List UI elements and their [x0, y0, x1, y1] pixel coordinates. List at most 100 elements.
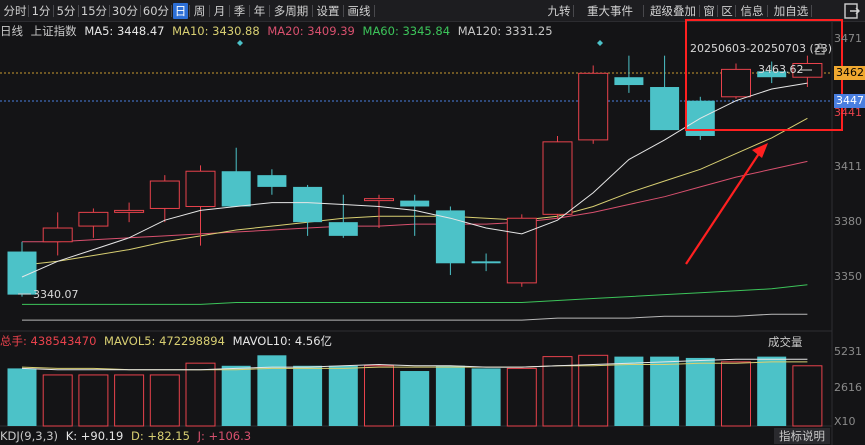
candle-body — [149, 180, 180, 209]
candle-body — [721, 68, 751, 98]
price-tick-label: 3380 — [834, 215, 862, 228]
price-tick-label: 3471 — [834, 32, 862, 45]
toolbar-separator — [189, 5, 190, 17]
ma120-label: MA120: 3331.25 — [457, 24, 553, 38]
volume-bar — [542, 356, 573, 427]
kdj-legend: KDJ(9,3,3) K: +90.19 D: +82.15 J: +106.3 — [0, 429, 255, 444]
candle-body — [185, 170, 216, 207]
period-button[interactable]: 分时 — [3, 4, 27, 18]
volume-bar — [293, 365, 323, 426]
volume-bar — [578, 354, 609, 427]
toolbar-separator — [343, 5, 344, 17]
volume-bar — [614, 356, 644, 426]
candle-body — [114, 209, 145, 213]
candle-body — [293, 186, 323, 223]
candle-body — [506, 217, 537, 284]
period-button[interactable]: 画线 — [347, 4, 371, 18]
volume-bar — [114, 374, 145, 427]
toolbar-button[interactable]: 超级叠加 — [650, 4, 696, 18]
toolbar-separator — [109, 5, 110, 17]
toolbar-separator — [28, 5, 29, 17]
period-button[interactable]: 月 — [213, 4, 226, 18]
period-button[interactable]: 季 — [233, 4, 246, 18]
toolbar-separator — [643, 5, 644, 17]
ma5-line — [21, 82, 808, 278]
candle-body — [578, 72, 609, 141]
kdj-d: D: +82.15 — [130, 429, 190, 443]
lock-icon[interactable] — [815, 43, 825, 55]
period-button[interactable]: 15分 — [80, 4, 108, 18]
ma-legend: 日线 上证指数 MA5: 3448.47 MA10: 3430.88 MA20:… — [0, 23, 557, 39]
ma60-line — [22, 284, 808, 305]
candle-body — [435, 210, 465, 264]
candle-body — [400, 200, 430, 207]
volume-tick-label: X10 — [834, 415, 856, 428]
mavol5-line — [21, 358, 808, 371]
exit-icon[interactable] — [843, 2, 861, 20]
candle-body — [542, 141, 573, 215]
kdj-name: KDJ(9,3,3) — [0, 429, 59, 443]
volume-bar — [221, 365, 251, 426]
candle-body — [650, 87, 680, 131]
volume-bar — [435, 365, 465, 426]
volume-mode-selector[interactable]: 成交量 — [768, 335, 803, 349]
period-button[interactable]: 30分 — [111, 4, 139, 18]
toolbar-separator — [78, 5, 79, 17]
volume-bar — [328, 365, 358, 426]
event-marker-icon — [237, 40, 243, 46]
volume-bar — [149, 374, 180, 427]
toolbar-separator — [249, 5, 250, 17]
high-price-marker: 3463.62 — [758, 63, 804, 76]
toolbar-separator — [53, 5, 54, 17]
volume-total: 总手: 438543470 — [0, 334, 97, 348]
toolbar-button[interactable]: 信息 — [740, 4, 764, 18]
volume-bar — [685, 357, 715, 426]
price-tag-upper: 3462 — [834, 66, 865, 80]
toolbar-button[interactable]: 区 — [721, 4, 733, 18]
period-label: 日线 — [0, 24, 23, 38]
toolbar-separator — [811, 5, 812, 17]
ma10-label: MA10: 3430.88 — [172, 24, 260, 38]
kdj-k: K: +90.19 — [65, 429, 124, 443]
indicator-help-button[interactable]: 指标说明 — [774, 428, 830, 444]
period-button[interactable]: 5分 — [56, 4, 76, 18]
ma10-line — [21, 117, 808, 266]
volume-bar — [7, 368, 37, 426]
candle-body — [364, 198, 394, 202]
toolbar-separator — [140, 5, 141, 17]
event-marker-icon — [597, 40, 603, 46]
toolbar-button[interactable]: 重大事件 — [587, 4, 633, 18]
toolbar-separator — [717, 5, 718, 17]
period-button[interactable]: 设置 — [316, 4, 340, 18]
price-tick-label: 3441 — [834, 106, 862, 119]
volume-bar — [650, 356, 680, 426]
candle-body — [757, 71, 787, 78]
toolbar-button[interactable]: 加自选 — [773, 4, 809, 18]
volume-bar — [400, 371, 430, 426]
volume-bar — [792, 365, 823, 427]
volume-bar — [78, 374, 109, 427]
period-button[interactable]: 多周期 — [273, 4, 309, 18]
period-button[interactable]: 年 — [253, 4, 266, 18]
toolbar-separator — [229, 5, 230, 17]
candle-body — [614, 77, 644, 86]
toolbar-separator — [767, 5, 768, 17]
toolbar-separator — [171, 5, 172, 17]
mavol5-label: MAVOL5: 472298894 — [104, 334, 225, 348]
price-tick-label: 3411 — [834, 160, 862, 173]
toolbar-separator — [312, 5, 313, 17]
toolbar-button[interactable]: 窗 — [703, 4, 715, 18]
period-button[interactable]: 1分 — [31, 4, 51, 18]
toolbar-separator — [269, 5, 270, 17]
arrow-head-icon — [752, 143, 768, 158]
volume-bar — [364, 365, 394, 427]
period-button[interactable]: 日 — [173, 3, 188, 19]
candle-body — [471, 261, 501, 264]
price-tag-lower: 3447 — [834, 94, 865, 108]
toolbar-button[interactable]: 九转 — [547, 4, 571, 18]
ma120-line — [22, 313, 808, 321]
volume-tick-label: 5231 — [834, 345, 862, 358]
period-button[interactable]: 60分 — [142, 4, 170, 18]
period-button[interactable]: 周 — [193, 4, 206, 18]
